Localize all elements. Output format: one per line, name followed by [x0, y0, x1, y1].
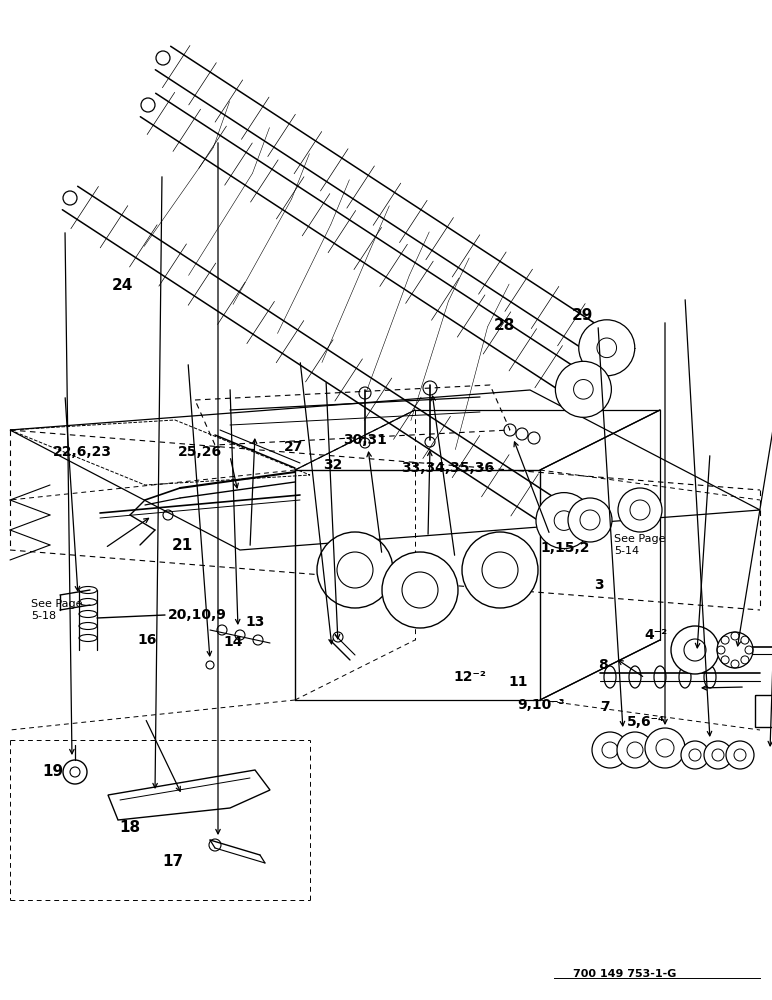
Text: 19: 19 — [42, 764, 63, 780]
Circle shape — [704, 741, 732, 769]
Text: 13: 13 — [245, 615, 265, 629]
Circle shape — [317, 532, 393, 608]
Circle shape — [717, 632, 753, 668]
Text: See Page
5-14: See Page 5-14 — [614, 534, 665, 556]
Text: 1,15,2: 1,15,2 — [540, 541, 590, 555]
Bar — [755, 695, 772, 727]
Text: 17: 17 — [162, 854, 183, 869]
Text: 24: 24 — [112, 277, 134, 292]
Circle shape — [645, 728, 685, 768]
Text: 7: 7 — [601, 700, 610, 714]
Circle shape — [592, 732, 628, 768]
Circle shape — [681, 741, 709, 769]
Circle shape — [63, 191, 77, 205]
Circle shape — [382, 552, 458, 628]
Circle shape — [618, 488, 662, 532]
Circle shape — [536, 493, 592, 549]
Text: 22,6,23: 22,6,23 — [52, 445, 111, 459]
Text: 32: 32 — [323, 458, 342, 472]
Circle shape — [671, 626, 719, 674]
Circle shape — [726, 741, 754, 769]
Text: 28: 28 — [494, 318, 516, 332]
Text: 3: 3 — [594, 578, 604, 592]
Text: 33,34,35,36: 33,34,35,36 — [401, 461, 494, 475]
Circle shape — [156, 51, 170, 65]
Text: See Page
5-18: See Page 5-18 — [31, 599, 83, 621]
Circle shape — [617, 732, 653, 768]
Text: 21: 21 — [171, 538, 193, 552]
Circle shape — [555, 361, 611, 417]
Text: 9,10⁻³: 9,10⁻³ — [517, 698, 565, 712]
Text: 8: 8 — [598, 658, 608, 672]
Text: 14: 14 — [224, 635, 243, 649]
Text: 20,10,9: 20,10,9 — [168, 608, 227, 622]
Text: 5,6⁻⁴: 5,6⁻⁴ — [627, 715, 665, 729]
Circle shape — [579, 320, 635, 376]
Text: 27: 27 — [284, 440, 303, 454]
Text: 29: 29 — [571, 308, 593, 322]
Text: 700 149 753-1-G: 700 149 753-1-G — [573, 969, 676, 979]
Text: 16: 16 — [137, 633, 157, 647]
Text: 12⁻²: 12⁻² — [454, 670, 487, 684]
Circle shape — [141, 98, 155, 112]
Text: 25,26: 25,26 — [178, 445, 222, 459]
Text: 30,31: 30,31 — [344, 433, 388, 447]
Circle shape — [568, 498, 612, 542]
Circle shape — [462, 532, 538, 608]
Text: 18: 18 — [120, 820, 141, 836]
Text: 11: 11 — [508, 675, 527, 689]
Text: 4⁻²: 4⁻² — [645, 628, 668, 642]
